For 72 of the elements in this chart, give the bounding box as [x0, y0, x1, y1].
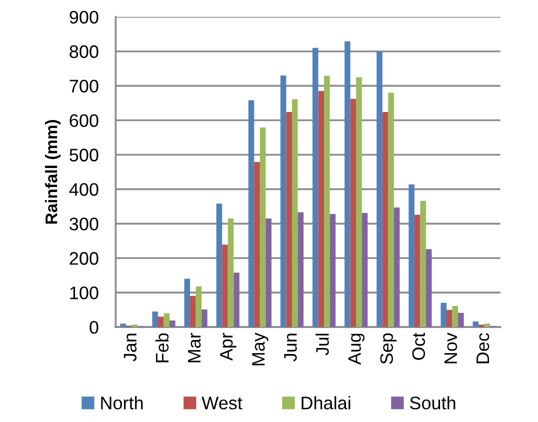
y-tick-label: 500: [70, 148, 98, 162]
bar: [292, 99, 298, 328]
bar: [426, 249, 432, 328]
bar: [184, 278, 190, 328]
y-tick-label: 700: [70, 80, 98, 93]
bar: [484, 324, 490, 328]
bar: [234, 272, 240, 328]
bar: [318, 90, 324, 328]
bar: [440, 302, 446, 328]
bar: [120, 324, 126, 328]
bar: [414, 214, 420, 328]
y-tick-label: 100: [70, 286, 98, 300]
x-tick-label: Sep: [380, 333, 397, 364]
bar: [158, 316, 164, 328]
bar: [376, 52, 382, 328]
bar: [472, 322, 479, 328]
bar: [248, 100, 254, 328]
x-tick-label: May: [252, 332, 268, 366]
bar: [478, 324, 484, 328]
bar: [446, 310, 452, 328]
bar: [350, 98, 356, 328]
bar: [266, 218, 272, 328]
bar: [216, 204, 222, 328]
x-tick-label: Mar: [188, 332, 201, 362]
bar: [286, 112, 292, 328]
legend-label: North: [101, 396, 143, 410]
x-tick-label: Apr: [220, 332, 236, 361]
bar: [394, 207, 400, 328]
bar: [408, 184, 414, 328]
bar: [260, 128, 266, 328]
y-tick-label: 200: [70, 252, 98, 265]
y-tick-label: 300: [70, 218, 98, 230]
y-axis-title: Rainfall (mm): [45, 120, 61, 224]
x-tick-label: Jul: [316, 334, 329, 356]
x-tick-label: Jan: [124, 334, 137, 362]
bar: [190, 296, 196, 328]
legend-label: West: [202, 396, 242, 410]
bar: [228, 218, 234, 328]
y-tick-label: 600: [70, 114, 98, 127]
x-tick-label: Oct: [412, 332, 426, 360]
y-tick-label: 400: [69, 183, 98, 196]
y-tick-label: 800: [70, 45, 98, 58]
bar: [164, 313, 170, 328]
bar: [452, 306, 458, 328]
x-tick-label: Nov: [444, 332, 458, 364]
bar: [202, 309, 208, 328]
bar: [458, 312, 464, 328]
x-tick-label: Feb: [155, 333, 169, 362]
bar: [152, 312, 158, 328]
x-tick-label: Aug: [348, 334, 365, 365]
bar: [344, 41, 350, 328]
bar: [280, 75, 286, 328]
bar: [382, 112, 388, 328]
bar: [388, 92, 394, 328]
bar: [420, 200, 426, 328]
bar: [356, 77, 362, 328]
bar: [222, 244, 228, 328]
bar: [132, 324, 138, 328]
bar: [254, 162, 260, 328]
y-tick-label: 900: [70, 10, 98, 24]
y-tick-label: 0: [90, 320, 98, 334]
legend-label: Dhalai: [302, 396, 350, 410]
bar: [312, 48, 318, 328]
bar: [330, 214, 336, 328]
bar: [362, 212, 368, 328]
bar: [298, 212, 304, 328]
legend-label: South: [410, 396, 456, 410]
bar: [196, 286, 202, 328]
x-tick-label: Jun: [284, 334, 297, 362]
x-tick-label: Dec: [476, 333, 490, 364]
bar: [324, 76, 330, 328]
bar: [170, 320, 176, 328]
